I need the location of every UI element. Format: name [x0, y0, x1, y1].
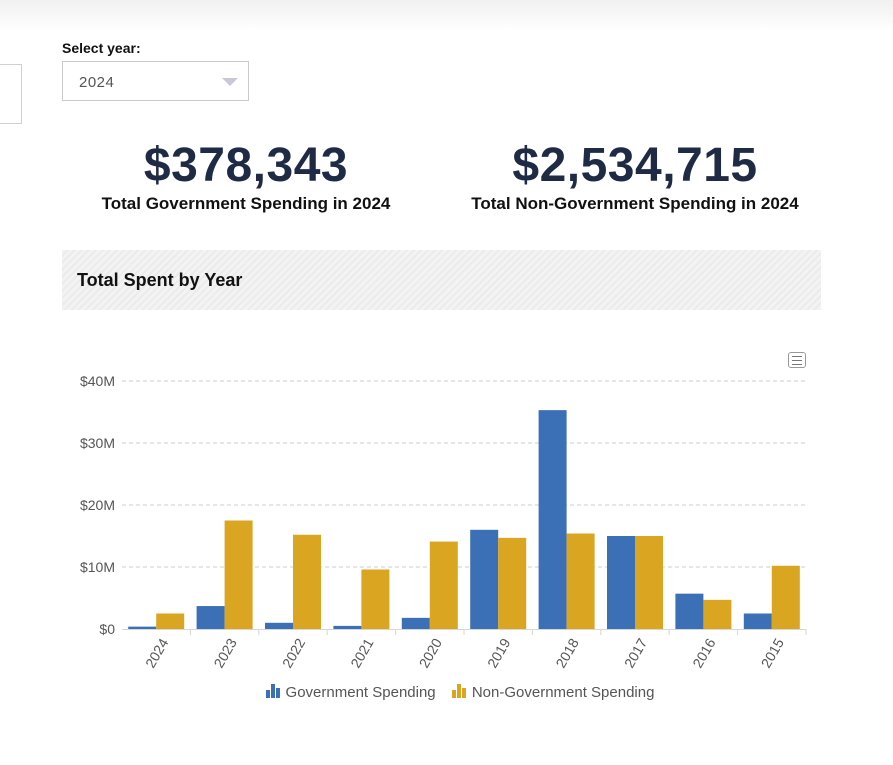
bar-non-government: [361, 569, 390, 629]
government-total-label: Total Government Spending in 2024: [101, 194, 391, 213]
chart-section-title: Total Spent by Year: [77, 270, 243, 290]
government-stat: $378,343 Total Government Spending in 20…: [96, 138, 396, 214]
y-tick-label: $0: [99, 621, 115, 637]
bar-non-government: [566, 533, 595, 629]
x-tick-label: 2023: [210, 635, 240, 670]
chart-legend: Government Spending Non-Government Spend…: [0, 684, 893, 701]
chevron-down-icon: [222, 78, 238, 86]
y-tick-label: $40M: [80, 373, 115, 389]
x-tick-label: 2020: [416, 635, 446, 670]
legend-label-non-government: Non-Government Spending: [471, 684, 655, 701]
top-bar: [0, 0, 893, 30]
non-government-total-value: $2,534,715: [512, 139, 758, 192]
bar-government: [675, 593, 704, 629]
x-tick-label: 2017: [621, 635, 651, 670]
x-tick-label: 2021: [347, 635, 377, 670]
bar-chart-icon: [451, 684, 468, 698]
bar-non-government: [293, 534, 321, 629]
legend-item-non-government[interactable]: Non-Government Spending: [451, 684, 655, 701]
x-tick-label: 2016: [689, 635, 719, 670]
bar-government: [128, 626, 157, 629]
x-tick-label: 2022: [279, 635, 309, 670]
bar-government: [196, 606, 225, 629]
bar-non-government: [498, 537, 527, 629]
x-tick-label: 2019: [484, 635, 514, 670]
bar-chart-icon: [265, 684, 282, 698]
y-tick-label: $10M: [80, 559, 115, 575]
bar-non-government: [429, 541, 458, 629]
x-tick-label: 2018: [552, 635, 582, 670]
bar-government: [743, 613, 772, 629]
legend-item-government[interactable]: Government Spending: [265, 684, 436, 701]
bar-non-government: [156, 613, 185, 629]
non-government-stat: $2,534,715 Total Non-Government Spending…: [460, 138, 810, 214]
hamburger-menu-icon[interactable]: [788, 352, 806, 368]
bar-non-government: [703, 599, 732, 629]
bar-government: [333, 625, 362, 629]
bar-government: [538, 410, 567, 629]
bar-non-government: [771, 565, 800, 629]
chart-section-header: Total Spent by Year: [62, 250, 821, 310]
side-panel-edge: [0, 64, 22, 124]
bar-government: [265, 622, 293, 629]
bar-government: [607, 536, 635, 629]
bar-non-government: [635, 536, 663, 629]
bar-government: [401, 617, 430, 629]
government-total-value: $378,343: [143, 139, 349, 192]
y-tick-label: $20M: [80, 497, 115, 513]
year-select-value: 2024: [79, 74, 115, 91]
bar-non-government: [224, 520, 253, 629]
y-tick-label: $30M: [80, 435, 115, 451]
year-select[interactable]: 2024: [62, 61, 249, 101]
bar-government: [470, 529, 499, 629]
x-tick-label: 2015: [758, 635, 788, 670]
select-year-label: Select year:: [62, 40, 141, 56]
x-tick-label: 2024: [142, 635, 172, 670]
non-government-total-label: Total Non-Government Spending in 2024: [471, 194, 799, 213]
legend-label-government: Government Spending: [285, 684, 436, 701]
